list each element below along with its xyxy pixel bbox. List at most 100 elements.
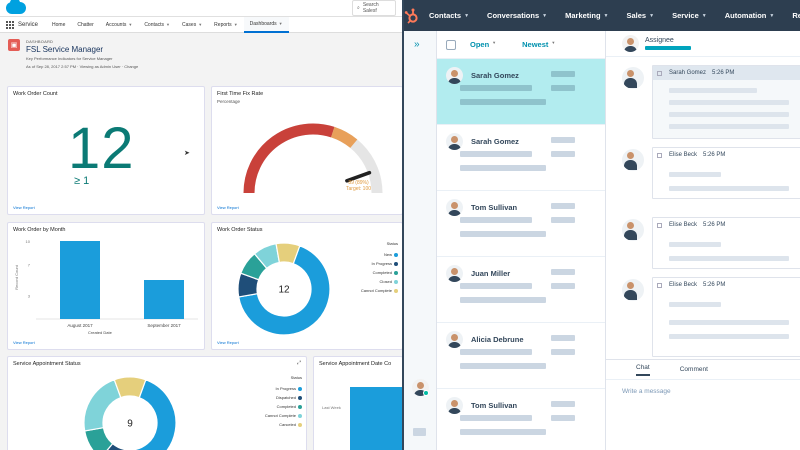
legend-swatch	[394, 252, 398, 257]
donut-slice-0[interactable]	[237, 245, 331, 336]
message-select-checkbox[interactable]	[657, 282, 662, 288]
card-title: Service Appointment Status	[13, 361, 81, 367]
legend-label: In Progress	[371, 261, 392, 266]
donut-slice-3[interactable]	[83, 378, 122, 432]
salesforce-nav-bar: Service Home Chatter Accounts ▼ Contacts ▼ Cas…	[0, 16, 402, 33]
preview-placeholder	[460, 217, 532, 223]
nav-tab-dashboards[interactable]: Dashboards ▼	[243, 16, 289, 33]
view-report-link[interactable]: View Report	[13, 340, 35, 345]
preview-placeholder	[551, 401, 575, 407]
settings-icon[interactable]	[413, 428, 426, 436]
global-search-input[interactable]: ⌕ Search Salesf	[352, 0, 396, 16]
legend-item: Dispatched	[265, 393, 302, 402]
nav-tab-label: Dashboards	[249, 20, 277, 27]
status-filter-dropdown[interactable]: Open ▼	[470, 40, 497, 49]
dashboard-header: ▣ DASHBOARD FSL Service Manager Key Perf…	[0, 33, 402, 81]
date-bar	[350, 387, 402, 450]
nav-tab-cases[interactable]: Cases ▼	[176, 17, 208, 33]
metric-value: 12	[68, 116, 135, 181]
nav-tab-contacts[interactable]: Contacts ▼	[138, 17, 176, 33]
donut-slice-0[interactable]	[129, 379, 177, 450]
menu-marketing[interactable]: Marketing ▼	[556, 11, 617, 20]
conversation-header: Sarah Gomez	[446, 133, 596, 150]
preview-placeholder	[460, 429, 546, 435]
bar-1[interactable]	[144, 280, 184, 319]
message-avatar	[622, 67, 644, 89]
menu-sales[interactable]: Sales ▼	[618, 11, 664, 20]
composer-tab-chat[interactable]: Chat	[636, 364, 650, 376]
expand-sidebar-icon[interactable]: »	[414, 39, 420, 50]
message-select-checkbox[interactable]	[657, 70, 662, 76]
menu-service[interactable]: Service ▼	[663, 11, 716, 20]
y-tick-label: 10	[26, 239, 31, 244]
assignee-avatar[interactable]	[622, 35, 639, 52]
message-avatar	[622, 219, 644, 241]
message-select-checkbox[interactable]	[657, 152, 662, 158]
bar-0[interactable]	[60, 241, 100, 319]
app-launcher-icon[interactable]	[6, 20, 14, 29]
menu-automation[interactable]: Automation ▼	[716, 11, 784, 20]
user-avatar[interactable]	[412, 379, 429, 396]
chevron-down-icon[interactable]: ▼	[198, 22, 203, 27]
conversation-header: Juan Miller	[446, 265, 596, 282]
message-header: Sarah Gomez 5:26 PM	[653, 66, 800, 80]
sort-dropdown[interactable]: Newest ▼	[522, 40, 556, 49]
contact-name: Tom Sullivan	[471, 401, 518, 410]
donut-slice-2[interactable]	[83, 426, 114, 450]
composer-tab-comment[interactable]: Comment	[679, 366, 708, 373]
card-title: Work Order Status	[217, 227, 263, 233]
message-text-placeholder	[669, 124, 789, 129]
conversation-item[interactable]: Tom Sullivan	[437, 191, 605, 257]
menu-contacts[interactable]: Contacts ▼	[420, 11, 478, 20]
conversation-filters: Open ▼ Newest ▼	[437, 31, 605, 59]
conversation-item[interactable]: Alicia Debrune	[437, 323, 605, 389]
inbox-side-rail: »	[404, 31, 437, 450]
donut-slice-4[interactable]	[275, 242, 301, 265]
legend-swatch	[298, 386, 302, 391]
preview-placeholder	[460, 297, 546, 303]
legend-swatch	[394, 270, 398, 275]
conversation-item[interactable]: Tom Sullivan	[437, 389, 605, 450]
contact-avatar	[446, 397, 463, 414]
conversation-header: Tom Sullivan	[446, 199, 596, 216]
conversation-thread: Assignee Sarah Gomez 5:26 PM Elise Beck 5:2…	[606, 31, 800, 450]
donut-center-value: 9	[127, 419, 133, 430]
chevron-down-icon[interactable]: ▼	[128, 22, 133, 27]
gauge-target-label: Target: 100	[346, 186, 372, 192]
nav-tab-accounts[interactable]: Accounts ▼	[100, 17, 139, 33]
legend-item: Cannot Complete	[361, 286, 398, 295]
message-author: Elise Beck	[669, 152, 698, 158]
select-all-checkbox[interactable]	[446, 39, 456, 50]
first-time-fix-rate-card: First Time Fix Rate Percentage 89 (89%) …	[211, 86, 402, 215]
conversation-list: Open ▼ Newest ▼ Sarah Gomez Sarah Gomez Tom …	[437, 31, 606, 450]
hubspot-logo-icon[interactable]	[404, 8, 420, 24]
message-input[interactable]: Write a message	[622, 388, 671, 395]
menu-reports[interactable]: Reports▼	[783, 11, 800, 20]
conversation-item[interactable]: Sarah Gomez	[437, 59, 605, 125]
salesforce-window: ⌕ Search Salesf Service Home Chatter Accou…	[0, 0, 402, 450]
donut-slice-4[interactable]	[113, 376, 147, 399]
chevron-down-icon[interactable]: ▼	[278, 21, 283, 26]
chevron-down-icon[interactable]: ▼	[233, 22, 238, 27]
message-header: Elise Beck 5:26 PM	[653, 148, 800, 162]
preview-placeholder	[460, 165, 546, 171]
legend-title: Status	[386, 241, 398, 246]
nav-tab-chatter[interactable]: Chatter	[71, 17, 99, 33]
menu-conversations[interactable]: Conversations ▼	[478, 11, 556, 20]
expand-icon[interactable]: ⤢	[296, 360, 301, 366]
nav-tab-reports[interactable]: Reports ▼	[208, 17, 243, 33]
view-report-link[interactable]: View Report	[217, 205, 239, 210]
message-bubble: Sarah Gomez 5:26 PM	[652, 65, 800, 139]
view-report-link[interactable]: View Report	[217, 340, 239, 345]
nav-tab-home[interactable]: Home	[46, 17, 71, 33]
conversation-item[interactable]: Sarah Gomez	[437, 125, 605, 191]
view-report-link[interactable]: View Report	[13, 205, 35, 210]
preview-placeholder	[551, 217, 575, 223]
mouse-cursor-icon: ➤	[184, 150, 190, 157]
menu-label: Contacts	[429, 11, 462, 20]
conversation-item[interactable]: Juan Miller	[437, 257, 605, 323]
message-select-checkbox[interactable]	[657, 222, 662, 228]
contact-avatar	[446, 133, 463, 150]
chevron-down-icon[interactable]: ▼	[166, 22, 171, 27]
legend-item: Closed	[361, 277, 398, 286]
